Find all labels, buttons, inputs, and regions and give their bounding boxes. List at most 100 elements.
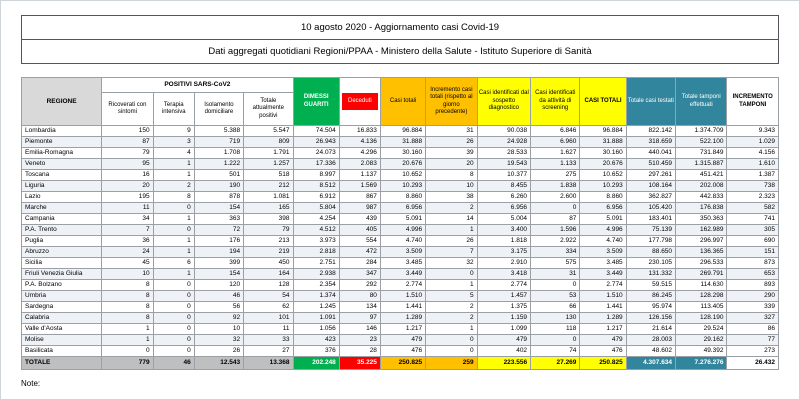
value-cell: 1.441	[379, 301, 427, 314]
table-row: Marche 11 0 154 165 5.804 987 6.956 2 6.956 0 6.956…	[20, 202, 779, 215]
value-cell: 9.343	[726, 125, 779, 138]
value-cell: 1.610	[726, 158, 779, 171]
value-cell: 8.512	[292, 180, 340, 193]
value-cell: 501	[193, 169, 245, 182]
table-row: Lombardia 150 9 5.388 5.547 74.504 16.833 96.88…	[20, 125, 779, 138]
value-cell: 479	[476, 334, 532, 347]
table-row: Veneto 95 1 1.222 1.257 17.336 2.083 20.676 20 19…	[20, 158, 779, 171]
value-cell: 719	[193, 136, 245, 149]
region-name-cell: P.A. Bolzano	[20, 279, 103, 292]
value-cell: 0	[152, 202, 195, 215]
value-cell: 402	[476, 345, 532, 358]
column-header-deceduti: Deceduti	[338, 76, 381, 127]
value-cell: 10.293	[379, 180, 427, 193]
table-row: P.A. Bolzano 8 0 120 128 2.354 292 2.774 1 2.774 0…	[20, 279, 779, 292]
value-cell: 575	[530, 257, 581, 270]
value-cell: 2.083	[338, 158, 381, 171]
value-cell: 347	[338, 268, 381, 281]
value-cell: 5.091	[379, 213, 427, 226]
region-name-cell: Abruzzo	[20, 246, 103, 259]
value-cell: 510.459	[625, 158, 677, 171]
total-value-cell: 27.269	[530, 356, 581, 371]
value-cell: 4.740	[379, 235, 427, 248]
value-cell: 3.175	[476, 246, 532, 259]
value-cell: 26	[425, 235, 478, 248]
value-cell: 1.056	[292, 323, 340, 336]
value-cell: 822.142	[625, 125, 677, 138]
region-name-cell: P.A. Trento	[20, 224, 103, 237]
region-name-cell: Valle d'Aosta	[20, 323, 103, 336]
value-cell: 53	[530, 290, 581, 303]
value-cell: 31.888	[579, 136, 627, 149]
value-cell: 4	[152, 147, 195, 160]
value-cell: 150	[101, 125, 154, 138]
value-cell: 130	[530, 312, 581, 325]
value-cell: 296.997	[675, 235, 728, 248]
value-cell: 86.245	[625, 290, 677, 303]
value-cell: 8.860	[379, 191, 427, 204]
value-cell: 476	[379, 345, 427, 358]
value-cell: 49.392	[675, 345, 728, 358]
total-value-cell: 4.307.634	[625, 356, 677, 371]
value-cell: 1	[152, 246, 195, 259]
value-cell: 554	[338, 235, 381, 248]
value-cell: 5.388	[193, 125, 245, 138]
value-cell: 86	[726, 323, 779, 336]
value-cell: 131.332	[625, 268, 677, 281]
column-header-incremento-tamponi: INCREMENTO TAMPONI	[726, 76, 779, 127]
value-cell: 10	[193, 323, 245, 336]
value-cell: 28.533	[476, 147, 532, 160]
value-cell: 4.136	[338, 136, 381, 149]
value-cell: 6.956	[476, 202, 532, 215]
value-cell: 20.676	[579, 158, 627, 171]
value-cell: 77	[726, 334, 779, 347]
value-cell: 2.774	[379, 279, 427, 292]
value-cell: 2.910	[476, 257, 532, 270]
value-cell: 87	[101, 136, 154, 149]
region-name-cell: Marche	[20, 202, 103, 215]
value-cell: 1	[152, 213, 195, 226]
value-cell: 362.827	[625, 191, 677, 204]
note-label: Note:	[21, 379, 41, 389]
value-cell: 0	[425, 334, 478, 347]
value-cell: 10	[425, 180, 478, 193]
total-value-cell: 259	[425, 356, 478, 371]
value-cell: 479	[379, 334, 427, 347]
value-cell: 7	[425, 246, 478, 259]
value-cell: 2.354	[292, 279, 340, 292]
value-cell: 350.363	[675, 213, 728, 226]
value-cell: 8	[101, 301, 154, 314]
value-cell: 128.190	[675, 312, 728, 325]
value-cell: 1	[101, 334, 154, 347]
total-value-cell: 46	[152, 356, 195, 371]
column-header-casi-totali-riepilogo: CASI TOTALI	[579, 76, 627, 127]
value-cell: 101	[243, 312, 294, 325]
value-cell: 5.091	[579, 213, 627, 226]
value-cell: 1.791	[243, 147, 294, 160]
value-cell: 8	[425, 169, 478, 182]
value-cell: 334	[530, 246, 581, 259]
value-cell: 26	[193, 345, 245, 358]
column-header-casi-sospetto-diagnostico: Casi identificati dal sospetto diagnosti…	[476, 76, 532, 127]
value-cell: 738	[726, 180, 779, 193]
value-cell: 146	[338, 323, 381, 336]
value-cell: 442.833	[675, 191, 728, 204]
value-cell: 26.943	[292, 136, 340, 149]
value-cell: 1.257	[243, 158, 294, 171]
table-row: Abruzzo 24 1 194 219 2.818 472 3.509 7 3.175 334 3.…	[20, 246, 779, 259]
value-cell: 21.614	[625, 323, 677, 336]
value-cell: 0	[152, 301, 195, 314]
value-cell: 80	[338, 290, 381, 303]
table-row: Piemonte 87 3 719 809 26.943 4.136 31.888 26 24.9…	[20, 136, 779, 149]
value-cell: 30.160	[379, 147, 427, 160]
value-cell: 2.323	[726, 191, 779, 204]
report-title: 10 agosto 2020 - Aggiornamento casi Covi…	[300, 22, 500, 33]
value-cell: 0	[152, 312, 195, 325]
value-cell: 5.547	[243, 125, 294, 138]
table-body: Lombardia 150 9 5.388 5.547 74.504 16.833 96.88…	[20, 125, 779, 371]
value-cell: 59.515	[625, 279, 677, 292]
value-cell: 2.938	[292, 268, 340, 281]
region-name-cell: Sardegna	[20, 301, 103, 314]
value-cell: 120	[193, 279, 245, 292]
table-header: REGIONE POSITIVI SARS-CoV2 DIMESSI GUARI…	[20, 76, 779, 127]
